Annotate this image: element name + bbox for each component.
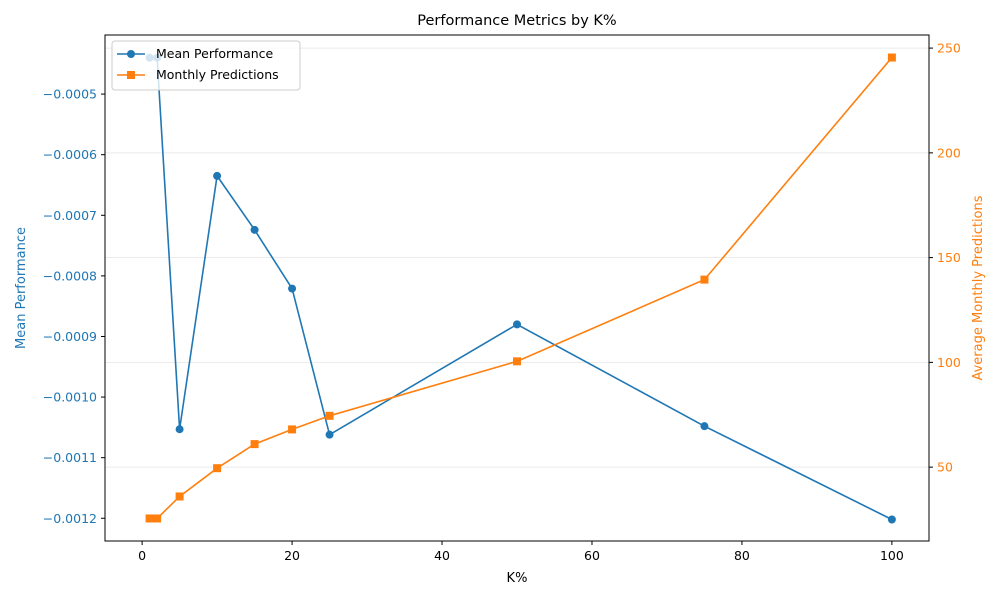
data-point-mean-performance: [175, 425, 184, 434]
chart-title: Performance Metrics by K%: [417, 13, 616, 29]
data-point-mean-performance: [700, 422, 709, 431]
series-line-mean-performance: [149, 56, 893, 521]
data-point-mean-performance: [213, 171, 222, 180]
y-right-tick-label: 50: [937, 460, 953, 475]
y-right-tick-label: 100: [937, 355, 961, 370]
plot-frame: [104, 34, 930, 542]
data-point-monthly-predictions: [145, 514, 154, 523]
legend-marker-monthly-predictions: [127, 71, 135, 79]
y-left-tick-label: −0.0009: [43, 329, 97, 344]
x-tick-label: 100: [880, 548, 904, 563]
y-left-tick-label: −0.0006: [43, 147, 97, 162]
data-point-monthly-predictions: [700, 275, 709, 284]
grid-lines: [105, 47, 929, 468]
y-left-tick-label: −0.0005: [43, 87, 97, 102]
series-line-monthly-predictions: [149, 57, 893, 520]
axes-layer: 0 20 40 60 80 100 −0.0005 −0.0006 −0.0007 −0.0008…: [43, 41, 961, 563]
x-tick-label: 20: [284, 548, 300, 563]
y-left-tick-label: −0.0011: [43, 450, 97, 465]
y-left-tick-label: −0.0010: [43, 390, 97, 405]
series-layer: [145, 53, 896, 524]
x-tick-label: 60: [584, 548, 600, 563]
y-right-tick-label: 150: [937, 250, 961, 265]
y-left-tick-label: −0.0012: [43, 511, 97, 526]
legend-label-monthly-predictions: Monthly Predictions: [156, 67, 279, 82]
y-left-tick-label: −0.0007: [43, 208, 97, 223]
data-point-mean-performance: [513, 320, 521, 329]
y-right-tick-label: 250: [937, 41, 961, 56]
legend-label-mean-performance: Mean Performance: [156, 46, 274, 61]
data-point-mean-performance: [288, 284, 297, 293]
y-right-axis-label: Average Monthly Predictions: [971, 195, 986, 380]
data-point-monthly-predictions: [887, 53, 896, 62]
y-left-axis-label: Mean Performance: [14, 227, 29, 349]
data-point-monthly-predictions: [175, 492, 184, 501]
data-point-mean-performance: [887, 515, 896, 524]
x-tick-label: 80: [734, 548, 750, 563]
x-tick-label: 40: [434, 548, 450, 563]
x-tick-label: 0: [138, 548, 146, 563]
data-point-monthly-predictions: [153, 514, 162, 523]
y-left-tick-label: −0.0008: [43, 268, 97, 283]
legend: Mean Performance Monthly Predictions: [111, 40, 301, 91]
data-point-mean-performance: [325, 430, 334, 439]
y-right-tick-label: 200: [937, 145, 961, 160]
data-point-monthly-predictions: [250, 440, 259, 449]
x-axis-label: K%: [507, 571, 528, 586]
data-point-mean-performance: [250, 225, 259, 234]
legend-marker-mean-performance: [127, 50, 135, 58]
data-point-monthly-predictions: [213, 464, 222, 473]
data-point-monthly-predictions: [513, 357, 521, 366]
legend-box: [111, 40, 301, 91]
data-point-monthly-predictions: [325, 411, 334, 420]
data-point-monthly-predictions: [288, 425, 297, 434]
